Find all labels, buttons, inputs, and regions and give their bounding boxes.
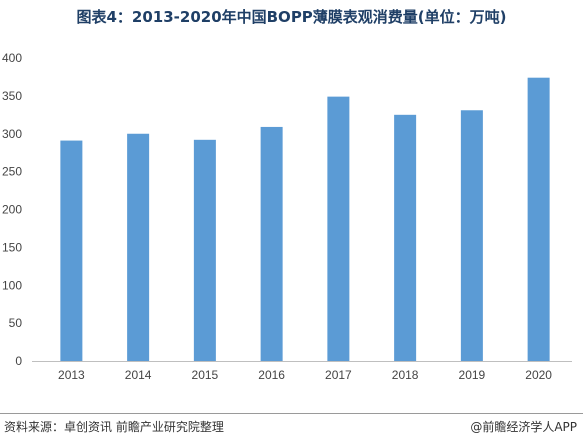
y-tick-label: 400	[2, 51, 22, 65]
y-tick-label: 350	[2, 89, 22, 103]
bar	[260, 126, 283, 362]
x-tick-label: 2019	[459, 368, 486, 382]
y-tick-label: 300	[2, 127, 22, 141]
y-tick-label: 150	[2, 240, 22, 254]
x-tick-label: 2015	[192, 368, 219, 382]
bar	[60, 140, 83, 361]
x-tick-label: 2020	[525, 368, 552, 382]
x-tick-label: 2014	[125, 368, 152, 382]
bar	[460, 110, 483, 361]
y-tick-label: 0	[15, 354, 22, 368]
y-tick-label: 50	[9, 316, 23, 330]
x-axis-ticks: 2013 2014 2015 2016 2017 2018 2019 2020	[58, 368, 552, 382]
y-axis-ticks: 0 50 100 150 200 250 300 350 400	[2, 51, 22, 368]
bars-group	[60, 77, 550, 362]
bar	[327, 96, 350, 361]
footer-divider	[0, 413, 583, 414]
bar	[394, 114, 417, 361]
source-note: 资料来源：卓创资讯 前瞻产业研究院整理	[4, 420, 224, 434]
x-tick-label: 2016	[258, 368, 285, 382]
chart-title: 图表4：2013-2020年中国BOPP薄膜表观消费量(单位：万吨)	[76, 8, 507, 26]
y-tick-label: 200	[2, 203, 22, 217]
brand-credit: @前瞻经济学人APP	[470, 420, 577, 434]
bar	[193, 139, 216, 361]
y-tick-label: 250	[2, 165, 22, 179]
x-tick-label: 2013	[58, 368, 85, 382]
y-tick-label: 100	[2, 278, 22, 292]
x-tick-label: 2018	[392, 368, 419, 382]
bar	[127, 133, 150, 361]
bar	[527, 77, 550, 361]
x-tick-label: 2017	[325, 368, 352, 382]
